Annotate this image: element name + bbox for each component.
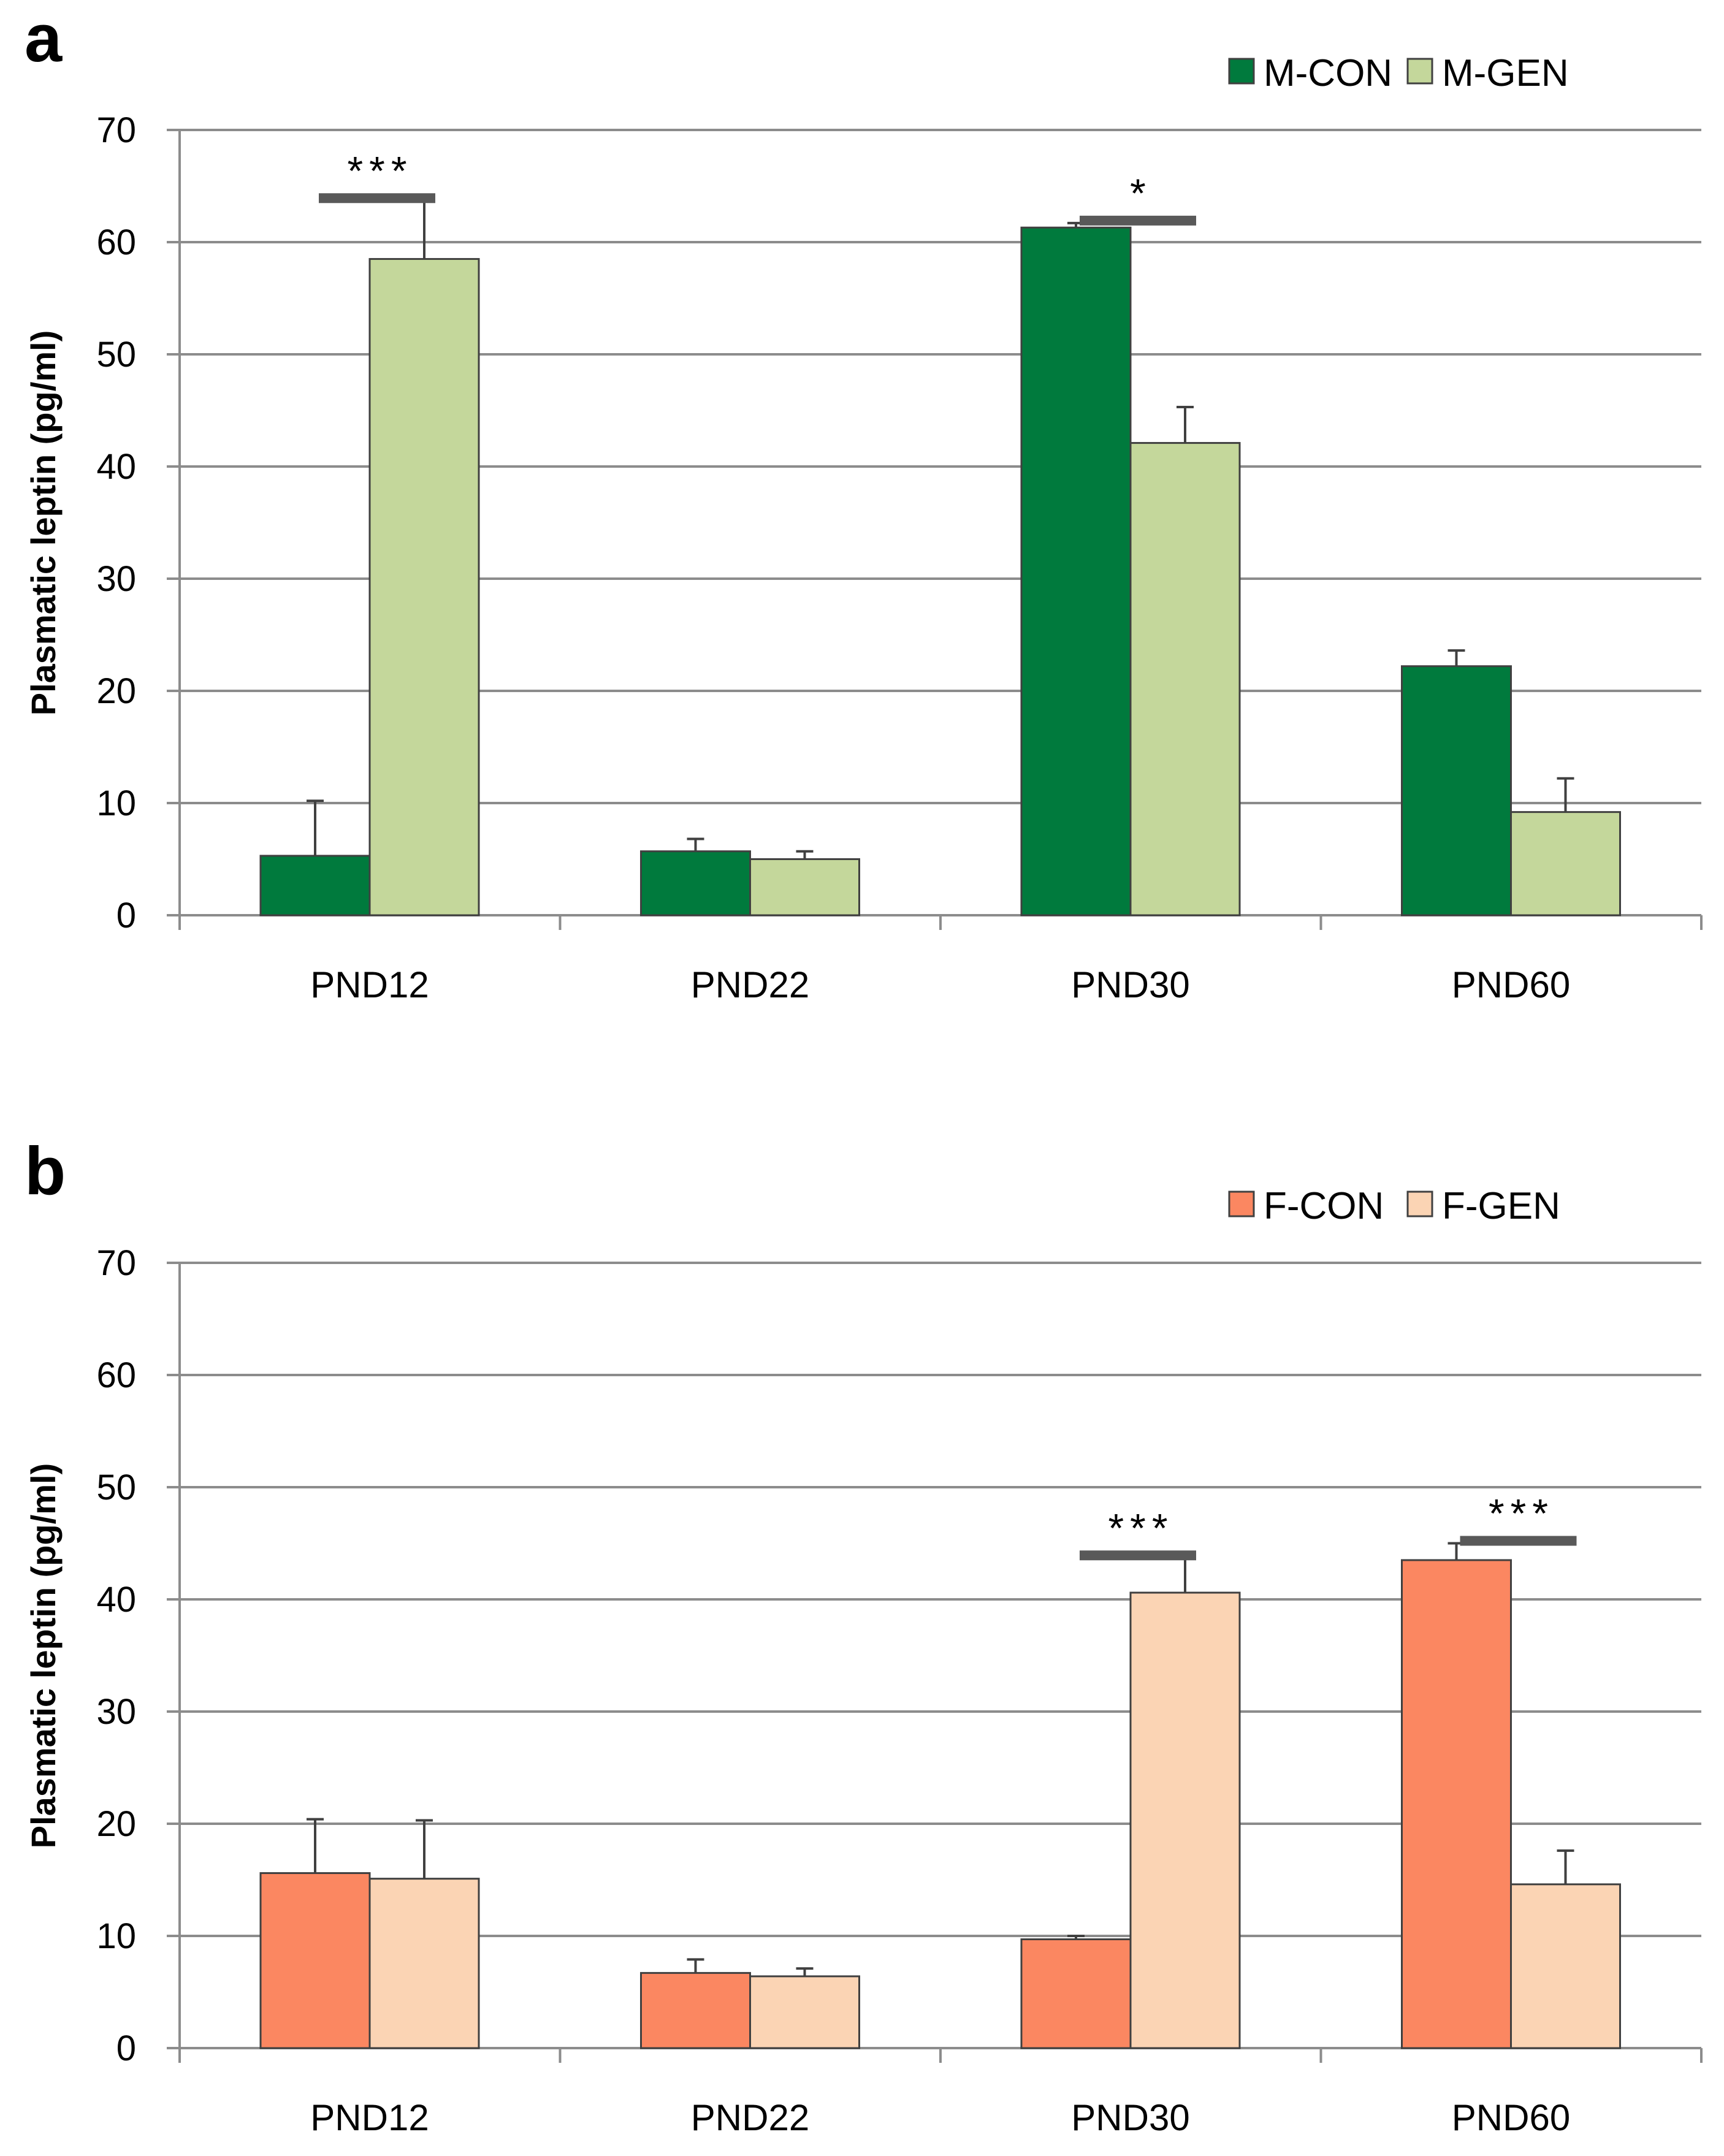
significance-marker: *** [347, 148, 413, 193]
bar-m-con-pnd22 [640, 850, 751, 916]
bar-m-gen-pnd30 [1129, 442, 1241, 916]
legend-swatch [1406, 1190, 1433, 1217]
legend-entry: F-CON [1264, 1185, 1384, 1227]
y-tick-label: 60 [96, 223, 136, 262]
y-axis-label: Plasmatic leptin (pg/ml) [24, 1463, 63, 1849]
bar-f-gen-pnd60 [1510, 1883, 1621, 2049]
y-tick-label: 10 [96, 783, 136, 823]
bar-m-gen-pnd12 [368, 257, 480, 916]
x-tick-label: PND22 [691, 964, 809, 1005]
x-tick-label: PND30 [1071, 964, 1189, 1005]
legend-swatch [1228, 58, 1255, 85]
x-tick-label: PND30 [1071, 2097, 1189, 2138]
bar-f-gen-pnd22 [749, 1975, 860, 2049]
y-tick-label: 20 [96, 671, 136, 711]
y-tick-label: 30 [96, 1692, 136, 1732]
y-tick-label: 0 [116, 2028, 136, 2068]
significance-marker: * [1130, 170, 1152, 216]
y-axis-label: Plasmatic leptin (pg/ml) [24, 330, 63, 716]
legend-entry: M-CON [1264, 52, 1392, 94]
y-tick-label: 20 [96, 1804, 136, 1844]
y-tick-label: 30 [96, 559, 136, 599]
x-tick-label: PND12 [310, 964, 429, 1005]
bar-f-gen-pnd12 [368, 1878, 480, 2049]
x-tick-label: PND12 [310, 2097, 429, 2138]
panel-label: a [25, 1, 63, 76]
bar-m-gen-pnd60 [1510, 811, 1621, 916]
bar-f-con-pnd60 [1401, 1559, 1512, 2049]
y-tick-label: 40 [96, 1580, 136, 1620]
bar-m-con-pnd12 [259, 855, 371, 916]
y-tick-label: 50 [96, 335, 136, 375]
y-tick-label: 60 [96, 1355, 136, 1395]
y-tick-label: 0 [116, 896, 136, 935]
significance-marker: *** [1489, 1491, 1554, 1536]
bar-f-gen-pnd30 [1129, 1591, 1241, 2049]
bar-f-con-pnd30 [1020, 1938, 1132, 2049]
legend: F-CON F-GEN [1228, 1185, 1560, 1227]
bar-f-con-pnd22 [640, 1971, 751, 2049]
y-tick-label: 50 [96, 1468, 136, 1507]
chart-panel-b: b 0 10 20 30 40 50 60 70 Plasmatic leptin (pg/ml)… [24, 1133, 1703, 2138]
y-tick-label: 10 [96, 1916, 136, 1956]
x-tick-label: PND22 [691, 2097, 809, 2138]
bar-m-con-pnd60 [1401, 665, 1512, 916]
x-tick-label: PND60 [1452, 2097, 1570, 2138]
legend-swatch [1228, 1190, 1255, 1217]
bar-f-con-pnd12 [259, 1872, 371, 2049]
bar-m-con-pnd30 [1020, 226, 1132, 916]
y-tick-label: 70 [96, 1243, 136, 1283]
y-tick-label: 70 [96, 110, 136, 150]
legend-entry: M-GEN [1442, 52, 1569, 94]
legend-entry: F-GEN [1442, 1185, 1560, 1227]
y-tick-label: 40 [96, 447, 136, 487]
legend-swatch [1406, 58, 1433, 85]
x-tick-label: PND60 [1452, 964, 1570, 1005]
significance-marker: *** [1108, 1505, 1173, 1550]
bar-m-gen-pnd22 [749, 858, 860, 916]
legend: M-CON M-GEN [1228, 52, 1569, 94]
panel-label: b [25, 1133, 66, 1209]
chart-panel-a: a 0 10 20 30 40 50 60 70 Plasmatic leptin (pg/ml)… [24, 1, 1703, 1005]
